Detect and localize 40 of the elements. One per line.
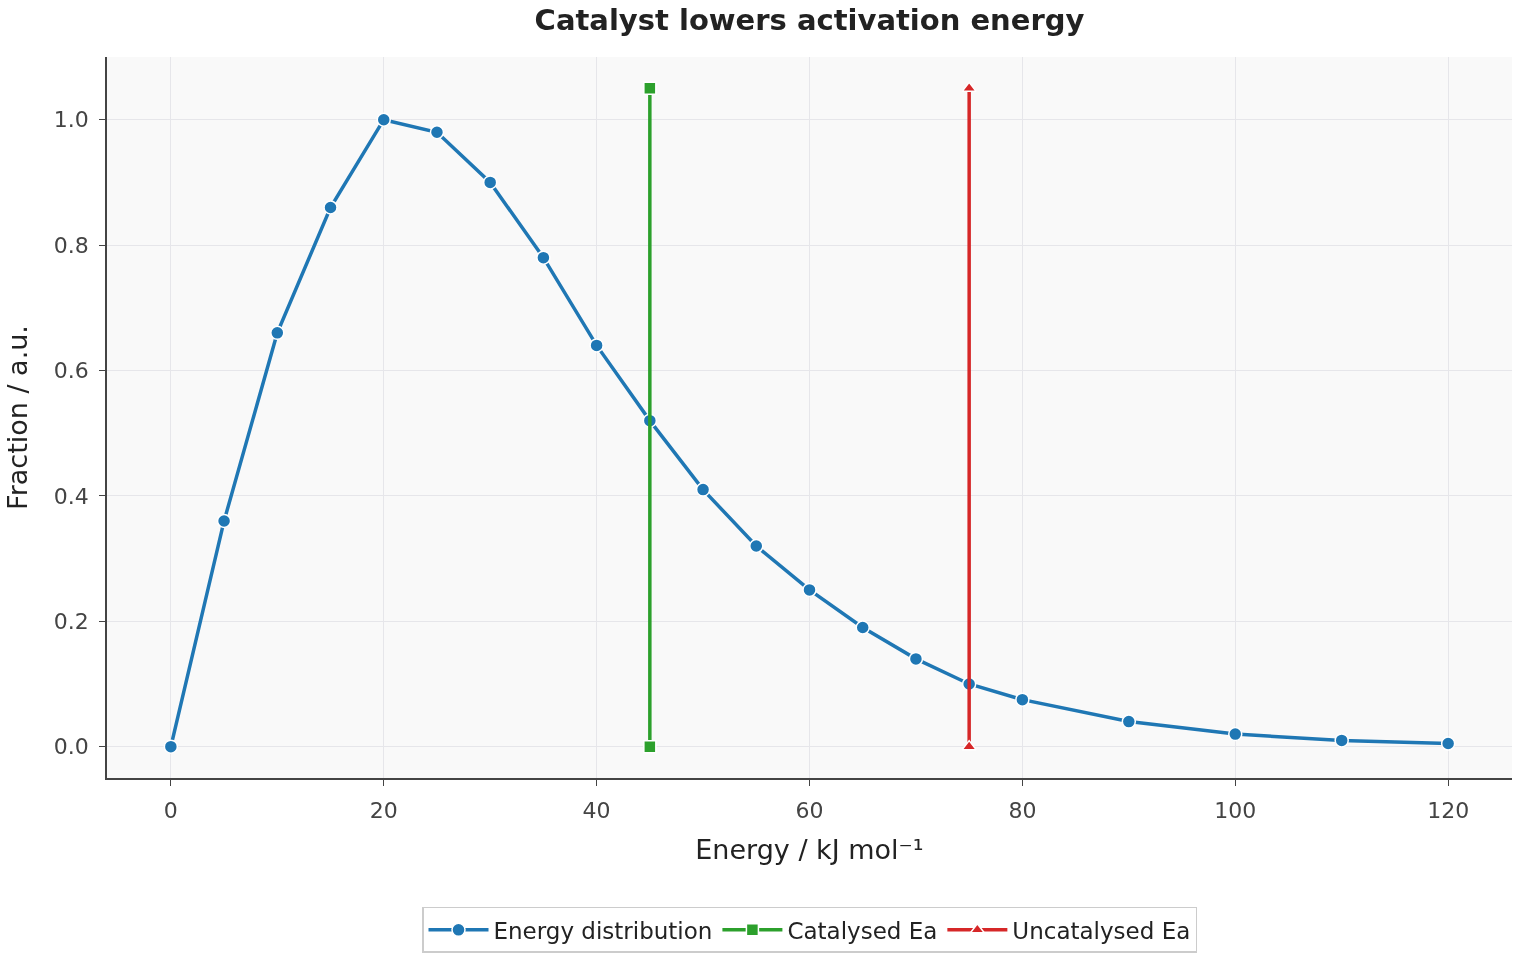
y-tick-label: 0.0 (53, 734, 89, 760)
legend-label: Uncatalysed Ea (1012, 917, 1191, 944)
point (1228, 726, 1243, 742)
point (749, 538, 764, 554)
x-tick-label: 0 (163, 798, 178, 824)
y-tick-label: 0.8 (53, 232, 89, 258)
point (908, 651, 924, 667)
point (802, 582, 817, 598)
point (429, 124, 445, 140)
point (536, 250, 551, 265)
y-tick-label: 0.2 (53, 608, 89, 634)
point (855, 620, 870, 635)
x-tick-label: 20 (369, 798, 398, 824)
point (1334, 733, 1349, 748)
y-axis-title: Fraction / a.u. (2, 325, 34, 510)
point (376, 112, 391, 127)
x-tick-label: 60 (795, 798, 824, 824)
point (1121, 714, 1137, 729)
x-tick-label: 40 (582, 798, 611, 824)
point (1015, 692, 1030, 707)
legend-label: Catalysed Ea (787, 917, 938, 944)
x-axis-title: Energy / kJ mol⁻¹ (695, 834, 924, 866)
point (643, 81, 657, 96)
chart-title: Catalyst lowers activation energy (534, 3, 1085, 38)
y-tick-label: 1.0 (53, 107, 89, 133)
legend-label: Energy distribution (493, 917, 713, 944)
point (270, 325, 285, 341)
x-tick-label: 80 (1008, 798, 1037, 824)
y-tick-label: 0.4 (53, 483, 89, 509)
point (695, 482, 711, 497)
point (589, 338, 604, 353)
point (216, 513, 232, 529)
point (482, 175, 498, 190)
point (1440, 736, 1456, 751)
point (643, 739, 657, 754)
point (163, 739, 179, 754)
point (323, 200, 338, 215)
y-tick-label: 0.6 (53, 358, 89, 384)
x-tick-label: 100 (1214, 798, 1257, 824)
x-tick-label: 120 (1427, 798, 1470, 824)
